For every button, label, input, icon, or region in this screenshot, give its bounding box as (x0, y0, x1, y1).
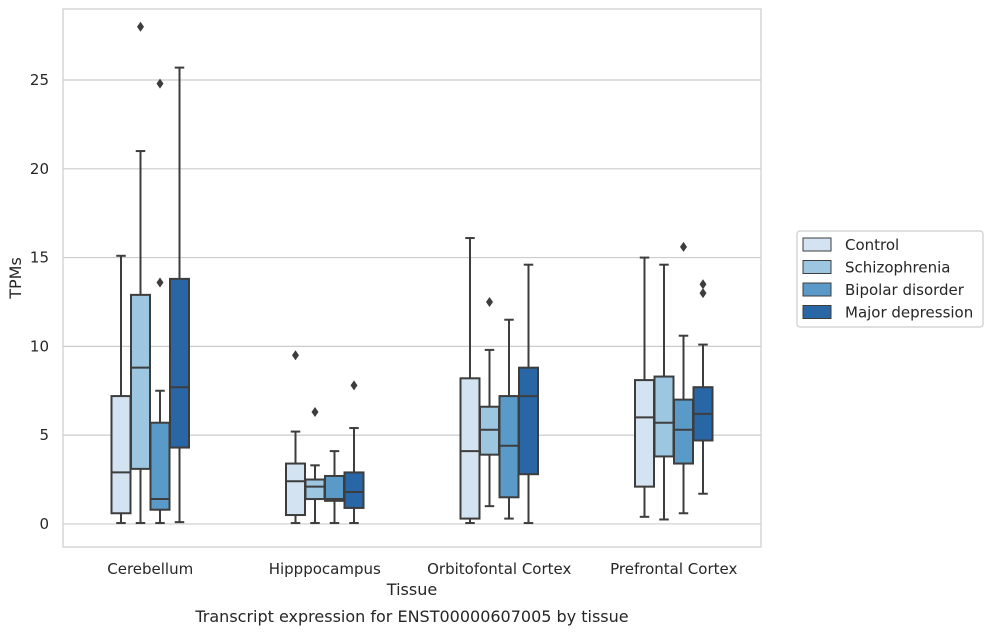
outlier-point (156, 78, 164, 89)
box-iqr (459, 377, 481, 520)
box (324, 450, 345, 525)
box-iqr (634, 379, 655, 488)
outlier-point (699, 288, 707, 299)
legend-label: Control (845, 236, 899, 254)
y-tick-label: 0 (39, 515, 49, 533)
x-axis-title: Tissue (386, 580, 437, 599)
outlier-point (350, 380, 358, 391)
y-tick-label: 15 (30, 249, 49, 267)
x-tick-label: Hipppocampus (269, 560, 381, 578)
box-iqr (169, 277, 190, 449)
box-iqr (653, 375, 675, 458)
y-tick-label: 10 (30, 337, 49, 355)
y-axis-title: TPMs (6, 257, 25, 300)
y-tick-label: 25 (30, 71, 49, 89)
box (169, 66, 190, 524)
legend: Control Schizophrenia Bipolar disorder Majo… (796, 230, 984, 328)
box (110, 254, 132, 525)
legend-swatch (802, 305, 832, 319)
plot-frame (62, 8, 762, 548)
box (498, 318, 520, 520)
chart-caption: Transcript expression for ENST0000060700… (194, 607, 628, 626)
box (653, 263, 675, 521)
outlier-point (156, 277, 164, 288)
legend-frame (796, 230, 984, 328)
legend-label: Schizophrenia (845, 259, 950, 277)
box (479, 296, 500, 508)
outlier-point (486, 296, 493, 307)
outlier-point (699, 279, 707, 290)
legend-label: Major depression (845, 304, 973, 322)
x-tick-label: Prefrontal Cortex (610, 560, 737, 578)
legend-swatch (802, 282, 832, 297)
outlier-point (311, 407, 319, 418)
box (149, 78, 171, 525)
outlier-point (137, 21, 144, 32)
x-tick-label: Orbitofontal Cortex (427, 560, 571, 578)
box (634, 256, 655, 518)
box (459, 237, 481, 525)
x-axis-ticks: Cerebellum Hipppocampus Orbitofontal Corte… (107, 560, 737, 578)
box (304, 407, 326, 525)
box-iqr (130, 293, 151, 470)
y-tick-label: 20 (30, 160, 49, 178)
box-iqr (343, 471, 365, 509)
box-iqr (149, 421, 171, 511)
box (343, 380, 365, 525)
box (692, 279, 714, 495)
y-axis-ticks: 0 5 10 15 20 25 (30, 71, 49, 533)
box-iqr (324, 474, 345, 502)
box (130, 21, 151, 525)
x-tick-label: Cerebellum (107, 560, 193, 578)
outlier-point (292, 350, 299, 361)
box-iqr (518, 366, 539, 476)
box-iqr (285, 462, 306, 517)
box-iqr (110, 395, 132, 515)
box (673, 241, 694, 515)
y-tick-label: 5 (39, 426, 49, 444)
legend-swatch (802, 237, 832, 252)
legend-swatch (802, 260, 832, 274)
box-iqr (304, 478, 326, 501)
legend-label: Bipolar disorder (845, 281, 965, 299)
box-groups (110, 21, 714, 525)
outlier-point (680, 241, 687, 252)
box-iqr (673, 398, 694, 465)
box (518, 263, 539, 525)
